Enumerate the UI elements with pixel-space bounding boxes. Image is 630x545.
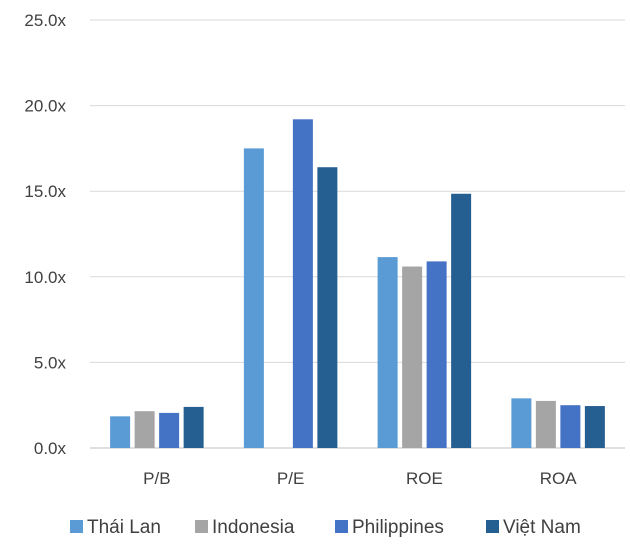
bar-roe-series-1 <box>377 257 398 448</box>
x-category-label: ROA <box>540 469 578 488</box>
legend-label: Indonesia <box>212 517 295 538</box>
bar-roa-series-4 <box>584 406 605 448</box>
gridlines <box>90 19 625 449</box>
legend-item: Việt Nam <box>486 517 581 538</box>
legend-swatch <box>486 520 499 533</box>
bar-roa-series-3 <box>560 405 581 448</box>
legend-item: Indonesia <box>195 517 295 538</box>
legend-swatch <box>195 520 208 533</box>
bars <box>110 119 605 449</box>
bar-p-b-series-1 <box>110 416 131 448</box>
x-category-label: P/E <box>277 469 304 488</box>
y-tick-label: 15.0x <box>24 182 66 201</box>
bar-roe-series-4 <box>451 193 472 448</box>
bar-p-e-series-4 <box>317 167 338 448</box>
legend-swatch <box>335 520 348 533</box>
legend-label: Việt Nam <box>503 517 581 538</box>
x-category-label: ROE <box>406 469 443 488</box>
bar-roe-series-3 <box>426 261 447 448</box>
x-category-label: P/B <box>143 469 170 488</box>
bar-roa-series-2 <box>535 400 556 448</box>
bar-p-b-series-4 <box>183 406 204 448</box>
y-tick-label: 20.0x <box>24 97 66 116</box>
legend-label: Thái Lan <box>87 517 161 538</box>
legend-item: Philippines <box>335 517 444 538</box>
legend: Thái Lan Indonesia Philippines Việt Nam <box>70 517 581 538</box>
bar-p-e-series-3 <box>292 119 313 449</box>
legend-item: Thái Lan <box>70 517 161 538</box>
legend-swatch <box>70 520 83 533</box>
bar-p-b-series-2 <box>134 411 155 448</box>
y-tick-label: 5.0x <box>34 353 67 372</box>
bar-p-e-series-1 <box>243 148 264 448</box>
y-tick-label: 0.0x <box>34 439 67 458</box>
legend-label: Philippines <box>352 517 444 538</box>
y-tick-label: 25.0x <box>24 11 66 30</box>
bar-p-b-series-3 <box>159 412 180 448</box>
y-tick-label: 10.0x <box>24 268 66 287</box>
x-axis-category-labels: P/B P/E ROE ROA <box>143 469 577 488</box>
y-axis-tick-labels: 0.0x 5.0x 10.0x 15.0x 20.0x 25.0x <box>24 11 66 458</box>
bar-roa-series-1 <box>511 398 532 448</box>
bar-roe-series-2 <box>402 266 423 448</box>
